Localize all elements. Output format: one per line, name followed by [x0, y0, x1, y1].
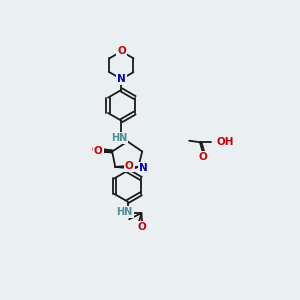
Text: OH: OH: [217, 137, 234, 147]
Text: O: O: [117, 46, 126, 56]
Text: HN: HN: [111, 133, 127, 142]
Text: N: N: [117, 74, 126, 84]
Text: N: N: [139, 163, 147, 173]
Text: O: O: [199, 152, 207, 162]
Text: O: O: [92, 145, 100, 155]
Text: O: O: [94, 146, 103, 156]
Text: O: O: [125, 161, 134, 171]
Text: O: O: [137, 222, 146, 232]
Text: HN: HN: [116, 207, 133, 217]
